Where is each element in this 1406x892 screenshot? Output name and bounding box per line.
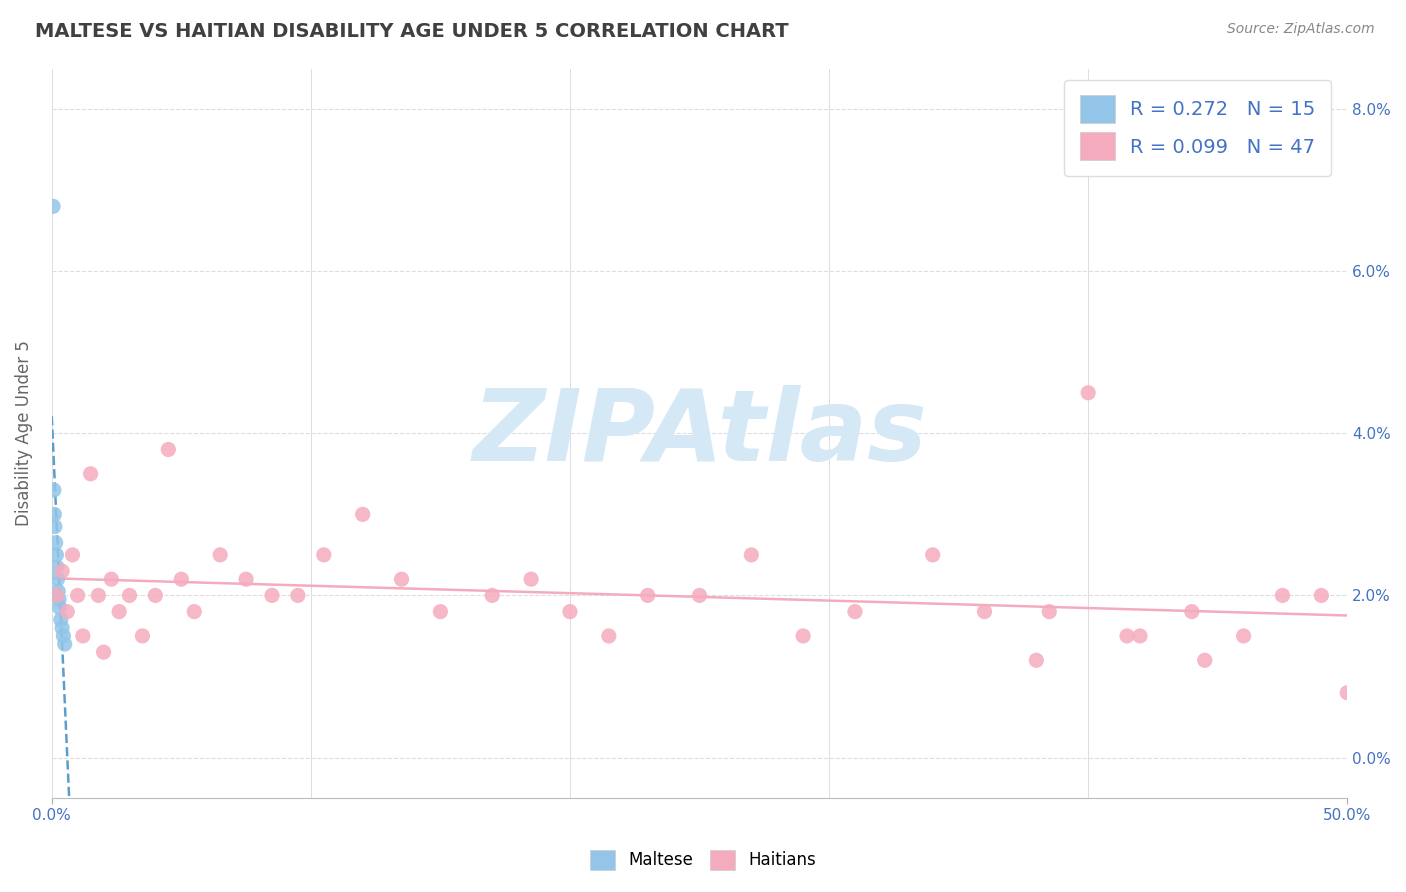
Point [209,548,232,562]
Point [52,629,75,643]
Point [42,199,65,213]
Point [46,572,69,586]
Text: ZIPAtlas: ZIPAtlas [472,384,927,482]
Point [45,535,67,549]
Point [170,572,193,586]
Point [42,483,65,497]
Point [46,584,69,599]
Point [391,572,413,586]
Point [352,508,374,522]
Point [481,589,503,603]
Point [637,589,659,603]
Point [598,629,620,643]
Point [973,605,995,619]
Point [520,572,543,586]
Point [45,548,67,562]
Point [48,592,70,607]
Point [62,548,84,562]
Point [235,572,257,586]
Point [93,645,115,659]
Point [45,589,67,603]
Point [79,467,101,481]
Point [131,629,153,643]
Point [1336,686,1358,700]
Point [287,589,309,603]
Point [145,589,167,603]
Y-axis label: Disability Age Under 5: Disability Age Under 5 [15,341,32,526]
Legend: Maltese, Haitians: Maltese, Haitians [583,843,823,877]
Point [45,560,67,574]
Point [1038,605,1060,619]
Point [157,442,180,457]
Point [792,629,814,643]
Point [56,605,79,619]
Point [51,621,73,635]
Point [1077,385,1099,400]
Point [108,605,131,619]
Point [312,548,335,562]
Point [48,600,70,615]
Point [689,589,711,603]
Point [183,605,205,619]
Point [260,589,283,603]
Point [1129,629,1152,643]
Point [1310,589,1333,603]
Point [87,589,110,603]
Point [72,629,94,643]
Point [1025,653,1047,667]
Point [100,572,122,586]
Point [49,613,72,627]
Point [1181,605,1204,619]
Point [118,589,141,603]
Point [1116,629,1139,643]
Point [921,548,943,562]
Point [844,605,866,619]
Point [44,519,66,533]
Text: MALTESE VS HAITIAN DISABILITY AGE UNDER 5 CORRELATION CHART: MALTESE VS HAITIAN DISABILITY AGE UNDER … [35,22,789,41]
Point [1271,589,1294,603]
Point [429,605,451,619]
Point [1233,629,1256,643]
Point [44,508,66,522]
Point [66,589,89,603]
Point [1194,653,1216,667]
Text: Source: ZipAtlas.com: Source: ZipAtlas.com [1227,22,1375,37]
Point [740,548,762,562]
Point [558,605,581,619]
Point [51,564,73,578]
Legend: R = 0.272   N = 15, R = 0.099   N = 47: R = 0.272 N = 15, R = 0.099 N = 47 [1064,79,1331,176]
Point [53,637,76,651]
